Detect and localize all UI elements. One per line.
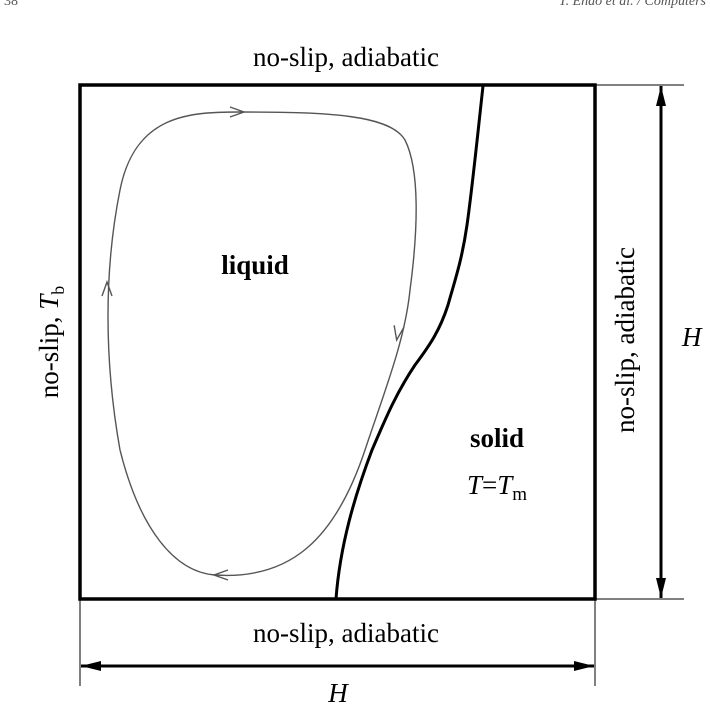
solid-temperature-equation: T=Tm: [467, 470, 527, 505]
cavity-box: [78, 83, 597, 601]
flow-arrow-bottom: [211, 569, 229, 581]
bottom-boundary-label: no-slip, adiabatic: [253, 618, 439, 648]
flow-arrow-right: [393, 325, 405, 343]
melting-front-curve: [334, 85, 485, 600]
convection-loop: [107, 111, 417, 577]
flow-arrow-left: [101, 279, 113, 297]
left-boundary-label: no-slip, Tb: [34, 286, 68, 399]
page-number: 38: [4, 0, 18, 9]
height-label: H: [681, 322, 703, 352]
liquid-label: liquid: [221, 250, 289, 280]
solid-label: solid: [470, 423, 524, 453]
flow-arrow-top: [229, 106, 247, 118]
right-boundary-label: no-slip, adiabatic: [610, 247, 640, 433]
top-boundary-label: no-slip, adiabatic: [253, 42, 439, 72]
running-title: T. Endo et al. / Computers: [559, 0, 707, 9]
width-label: H: [327, 678, 349, 708]
